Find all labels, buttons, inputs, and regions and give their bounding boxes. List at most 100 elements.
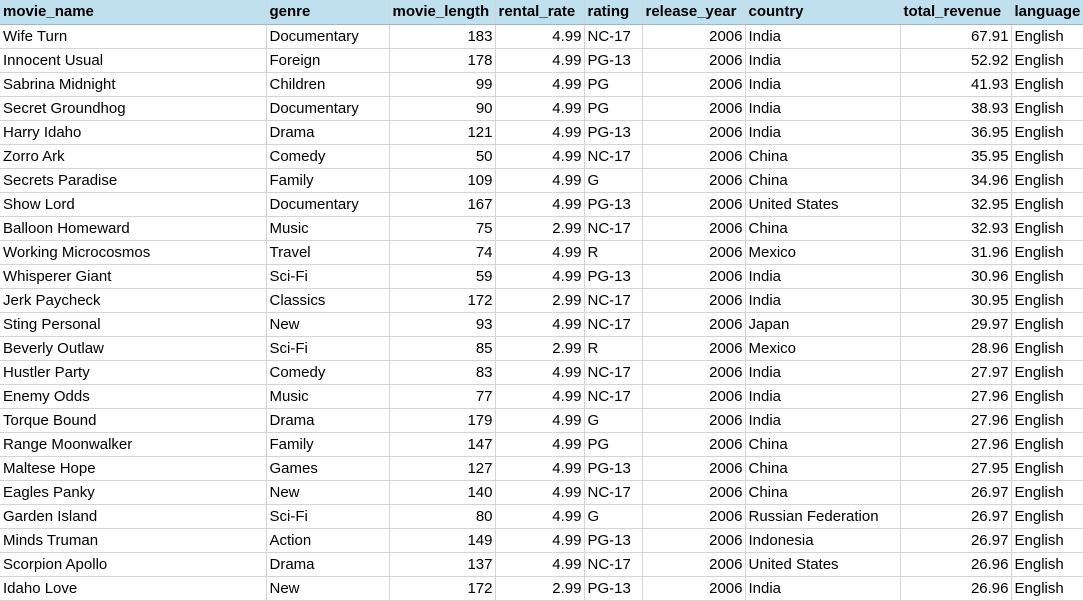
cell-release-year[interactable]: 2006 — [642, 528, 746, 553]
cell-total-revenue[interactable]: 28.96 — [900, 336, 1012, 361]
cell-movie-length[interactable]: 77 — [389, 384, 496, 409]
cell-country[interactable]: India — [745, 264, 901, 289]
cell-movie-name[interactable]: Hustler Party — [0, 360, 267, 385]
cell-country[interactable]: India — [745, 384, 901, 409]
cell-genre[interactable]: Action — [266, 528, 390, 553]
cell-release-year[interactable]: 2006 — [642, 120, 746, 145]
cell-language[interactable]: English — [1011, 480, 1083, 505]
cell-movie-name[interactable]: Secrets Paradise — [0, 168, 267, 193]
cell-movie-name[interactable]: Range Moonwalker — [0, 432, 267, 457]
cell-language[interactable]: English — [1011, 24, 1083, 49]
column-header-country[interactable]: country — [745, 0, 901, 25]
cell-country[interactable]: China — [745, 216, 901, 241]
cell-rating[interactable]: G — [584, 504, 643, 529]
cell-movie-name[interactable]: Show Lord — [0, 192, 267, 217]
cell-language[interactable]: English — [1011, 456, 1083, 481]
cell-total-revenue[interactable]: 27.96 — [900, 432, 1012, 457]
column-header-rating[interactable]: rating — [584, 0, 643, 25]
cell-movie-length[interactable]: 149 — [389, 528, 496, 553]
cell-language[interactable]: English — [1011, 216, 1083, 241]
cell-movie-name[interactable]: Scorpion Apollo — [0, 552, 267, 577]
cell-country[interactable]: India — [745, 72, 901, 97]
cell-movie-name[interactable]: Maltese Hope — [0, 456, 267, 481]
cell-total-revenue[interactable]: 27.95 — [900, 456, 1012, 481]
cell-language[interactable]: English — [1011, 288, 1083, 313]
cell-movie-name[interactable]: Torque Bound — [0, 408, 267, 433]
cell-language[interactable]: English — [1011, 192, 1083, 217]
cell-rating[interactable]: NC-17 — [584, 144, 643, 169]
cell-release-year[interactable]: 2006 — [642, 360, 746, 385]
cell-language[interactable]: English — [1011, 72, 1083, 97]
cell-movie-name[interactable]: Jerk Paycheck — [0, 288, 267, 313]
cell-total-revenue[interactable]: 26.97 — [900, 480, 1012, 505]
cell-rating[interactable]: G — [584, 408, 643, 433]
cell-genre[interactable]: Music — [266, 384, 390, 409]
cell-genre[interactable]: Documentary — [266, 96, 390, 121]
cell-release-year[interactable]: 2006 — [642, 288, 746, 313]
cell-total-revenue[interactable]: 52.92 — [900, 48, 1012, 73]
cell-genre[interactable]: New — [266, 480, 390, 505]
cell-country[interactable]: China — [745, 432, 901, 457]
cell-country[interactable]: India — [745, 408, 901, 433]
cell-genre[interactable]: Family — [266, 168, 390, 193]
cell-total-revenue[interactable]: 32.95 — [900, 192, 1012, 217]
column-header-total-revenue[interactable]: total_revenue — [900, 0, 1012, 25]
cell-language[interactable]: English — [1011, 408, 1083, 433]
cell-total-revenue[interactable]: 36.95 — [900, 120, 1012, 145]
cell-total-revenue[interactable]: 26.96 — [900, 552, 1012, 577]
cell-country[interactable]: United States — [745, 192, 901, 217]
cell-release-year[interactable]: 2006 — [642, 552, 746, 577]
cell-movie-name[interactable]: Innocent Usual — [0, 48, 267, 73]
cell-language[interactable]: English — [1011, 240, 1083, 265]
cell-release-year[interactable]: 2006 — [642, 336, 746, 361]
cell-rating[interactable]: NC-17 — [584, 552, 643, 577]
cell-movie-length[interactable]: 74 — [389, 240, 496, 265]
cell-movie-length[interactable]: 80 — [389, 504, 496, 529]
cell-total-revenue[interactable]: 41.93 — [900, 72, 1012, 97]
column-header-rental-rate[interactable]: rental_rate — [495, 0, 585, 25]
cell-genre[interactable]: Music — [266, 216, 390, 241]
cell-country[interactable]: India — [745, 120, 901, 145]
column-header-movie-length[interactable]: movie_length — [389, 0, 496, 25]
cell-movie-name[interactable]: Enemy Odds — [0, 384, 267, 409]
cell-language[interactable]: English — [1011, 504, 1083, 529]
cell-genre[interactable]: Family — [266, 432, 390, 457]
cell-genre[interactable]: Sci-Fi — [266, 504, 390, 529]
cell-country[interactable]: India — [745, 288, 901, 313]
cell-movie-name[interactable]: Idaho Love — [0, 576, 267, 601]
cell-release-year[interactable]: 2006 — [642, 48, 746, 73]
cell-rating[interactable]: NC-17 — [584, 312, 643, 337]
cell-movie-name[interactable]: Balloon Homeward — [0, 216, 267, 241]
cell-release-year[interactable]: 2006 — [642, 240, 746, 265]
cell-rental-rate[interactable]: 4.99 — [495, 456, 585, 481]
cell-total-revenue[interactable]: 26.96 — [900, 576, 1012, 601]
cell-rating[interactable]: NC-17 — [584, 480, 643, 505]
cell-language[interactable]: English — [1011, 336, 1083, 361]
cell-rental-rate[interactable]: 4.99 — [495, 312, 585, 337]
cell-total-revenue[interactable]: 35.95 — [900, 144, 1012, 169]
cell-rating[interactable]: G — [584, 168, 643, 193]
cell-country[interactable]: United States — [745, 552, 901, 577]
cell-rental-rate[interactable]: 4.99 — [495, 72, 585, 97]
cell-rating[interactable]: PG-13 — [584, 192, 643, 217]
cell-release-year[interactable]: 2006 — [642, 576, 746, 601]
cell-release-year[interactable]: 2006 — [642, 408, 746, 433]
cell-rating[interactable]: PG-13 — [584, 120, 643, 145]
cell-release-year[interactable]: 2006 — [642, 72, 746, 97]
cell-movie-name[interactable]: Garden Island — [0, 504, 267, 529]
cell-rating[interactable]: NC-17 — [584, 216, 643, 241]
cell-rating[interactable]: PG-13 — [584, 528, 643, 553]
cell-rental-rate[interactable]: 4.99 — [495, 360, 585, 385]
cell-release-year[interactable]: 2006 — [642, 96, 746, 121]
cell-movie-name[interactable]: Sabrina Midnight — [0, 72, 267, 97]
cell-language[interactable]: English — [1011, 48, 1083, 73]
cell-movie-name[interactable]: Beverly Outlaw — [0, 336, 267, 361]
cell-movie-length[interactable]: 99 — [389, 72, 496, 97]
cell-country[interactable]: Japan — [745, 312, 901, 337]
cell-genre[interactable]: Sci-Fi — [266, 264, 390, 289]
cell-release-year[interactable]: 2006 — [642, 264, 746, 289]
cell-rating[interactable]: NC-17 — [584, 288, 643, 313]
cell-rental-rate[interactable]: 4.99 — [495, 192, 585, 217]
cell-total-revenue[interactable]: 29.97 — [900, 312, 1012, 337]
cell-genre[interactable]: New — [266, 576, 390, 601]
